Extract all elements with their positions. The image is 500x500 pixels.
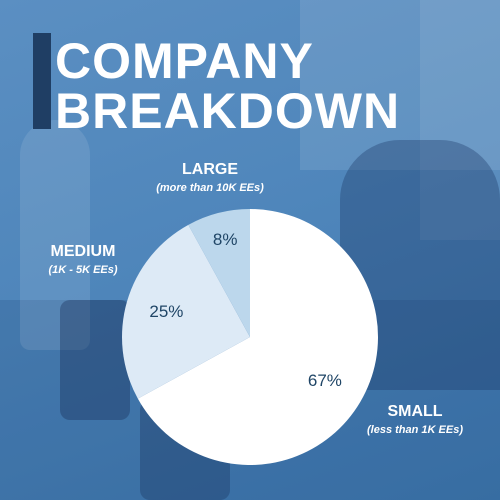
title-accent-bar [33, 33, 51, 129]
chart-title-line-1: COMPANY [55, 33, 314, 89]
percent-label-large: 8% [213, 230, 238, 249]
backdrop-chair [60, 300, 130, 420]
pie-slice-large [188, 209, 250, 337]
backdrop-window [420, 0, 500, 240]
category-name-large: LARGE [182, 161, 238, 178]
chart-title-line-2: BREAKDOWN [55, 83, 401, 139]
pie-slice-small [137, 209, 379, 465]
category-name-small: SMALL [387, 403, 443, 420]
pie-slice-medium [122, 224, 250, 399]
percent-label-medium: 25% [149, 302, 183, 321]
category-description-small: (less than 1K EEs) [367, 424, 463, 436]
backdrop-window [300, 0, 500, 170]
category-label-large: LARGE (more than 10K EEs) [150, 160, 270, 196]
category-label-small: SMALL (less than 1K EEs) [350, 402, 480, 438]
percent-label-small: 67% [308, 371, 342, 390]
category-description-medium: (1K - 5K EEs) [48, 264, 118, 276]
category-label-medium: MEDIUM (1K - 5K EEs) [28, 242, 138, 278]
category-name-medium: MEDIUM [50, 243, 116, 260]
backdrop-person [20, 120, 90, 350]
category-description-large: (more than 10K EEs) [156, 182, 264, 194]
